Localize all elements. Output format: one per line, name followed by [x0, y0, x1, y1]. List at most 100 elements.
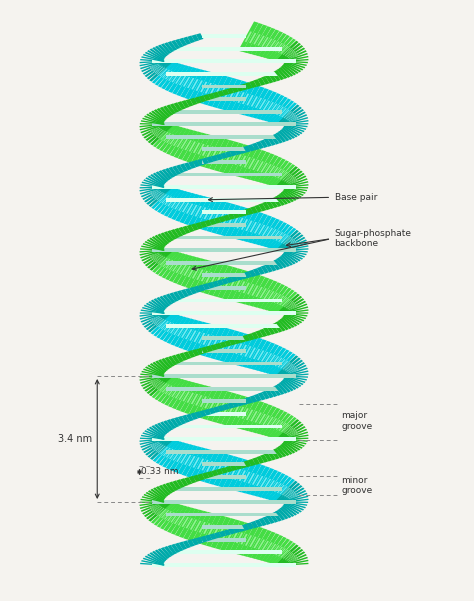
Polygon shape — [218, 212, 225, 224]
Polygon shape — [153, 124, 176, 147]
Polygon shape — [172, 262, 180, 272]
Polygon shape — [228, 90, 235, 100]
Polygon shape — [262, 391, 270, 399]
Polygon shape — [277, 358, 301, 377]
Polygon shape — [244, 271, 252, 278]
Polygon shape — [287, 178, 296, 184]
Polygon shape — [260, 139, 268, 148]
Polygon shape — [189, 331, 196, 341]
Polygon shape — [149, 237, 165, 248]
Polygon shape — [188, 161, 196, 169]
Polygon shape — [144, 311, 169, 328]
Polygon shape — [209, 407, 216, 414]
Polygon shape — [264, 138, 272, 147]
Polygon shape — [281, 424, 289, 432]
Polygon shape — [239, 147, 246, 154]
Polygon shape — [273, 448, 283, 458]
Polygon shape — [207, 335, 214, 346]
Polygon shape — [166, 487, 282, 491]
Polygon shape — [150, 442, 159, 447]
Polygon shape — [210, 517, 231, 548]
Polygon shape — [288, 431, 297, 436]
Polygon shape — [217, 527, 224, 538]
Polygon shape — [146, 123, 170, 141]
Polygon shape — [180, 383, 201, 412]
Polygon shape — [277, 232, 301, 251]
Polygon shape — [148, 501, 172, 522]
Polygon shape — [141, 56, 164, 62]
Polygon shape — [162, 384, 170, 392]
Polygon shape — [247, 284, 254, 294]
Polygon shape — [248, 88, 269, 118]
Polygon shape — [151, 299, 165, 311]
Polygon shape — [274, 102, 297, 124]
Polygon shape — [184, 384, 205, 414]
Polygon shape — [152, 236, 166, 247]
Polygon shape — [160, 189, 182, 215]
Polygon shape — [140, 123, 167, 133]
Polygon shape — [278, 234, 286, 242]
Polygon shape — [151, 313, 174, 335]
Polygon shape — [232, 406, 239, 416]
Polygon shape — [284, 489, 292, 496]
Polygon shape — [212, 391, 232, 423]
Polygon shape — [283, 189, 299, 200]
Text: minor
groove: minor groove — [341, 475, 372, 495]
Polygon shape — [186, 204, 193, 214]
Polygon shape — [246, 208, 254, 215]
Polygon shape — [173, 291, 182, 300]
Polygon shape — [182, 320, 203, 350]
Polygon shape — [284, 502, 302, 513]
Polygon shape — [282, 373, 309, 377]
Polygon shape — [165, 483, 175, 493]
Polygon shape — [166, 450, 282, 454]
Polygon shape — [140, 501, 167, 509]
Polygon shape — [198, 284, 206, 291]
Polygon shape — [289, 118, 299, 122]
Polygon shape — [212, 281, 219, 287]
Polygon shape — [174, 514, 182, 524]
Polygon shape — [171, 199, 178, 208]
Polygon shape — [238, 22, 258, 52]
Polygon shape — [191, 134, 211, 165]
Polygon shape — [245, 535, 252, 546]
Polygon shape — [144, 186, 169, 203]
Polygon shape — [176, 165, 184, 173]
Polygon shape — [226, 395, 246, 427]
Polygon shape — [273, 231, 280, 240]
Polygon shape — [147, 438, 172, 458]
Polygon shape — [280, 444, 292, 455]
Polygon shape — [197, 474, 205, 481]
Polygon shape — [158, 63, 180, 88]
Polygon shape — [226, 81, 246, 112]
Polygon shape — [160, 315, 182, 340]
Polygon shape — [248, 473, 255, 484]
Polygon shape — [283, 438, 309, 440]
Polygon shape — [283, 316, 297, 326]
Polygon shape — [275, 545, 299, 566]
Polygon shape — [264, 284, 285, 310]
Polygon shape — [149, 61, 173, 82]
Polygon shape — [167, 323, 174, 332]
Polygon shape — [199, 410, 207, 417]
Polygon shape — [223, 457, 243, 489]
Polygon shape — [159, 126, 181, 151]
Polygon shape — [182, 447, 202, 476]
Polygon shape — [282, 64, 296, 75]
Polygon shape — [283, 190, 297, 201]
Polygon shape — [255, 519, 263, 527]
Polygon shape — [284, 187, 304, 196]
Polygon shape — [228, 459, 248, 490]
Polygon shape — [265, 228, 273, 237]
Polygon shape — [177, 445, 198, 474]
Polygon shape — [288, 367, 297, 373]
Polygon shape — [260, 163, 268, 172]
Polygon shape — [143, 59, 168, 75]
Polygon shape — [200, 82, 207, 93]
Polygon shape — [160, 258, 168, 266]
Polygon shape — [160, 421, 171, 432]
Polygon shape — [171, 229, 180, 239]
Polygon shape — [262, 31, 283, 58]
Polygon shape — [150, 174, 165, 185]
Polygon shape — [171, 388, 179, 397]
